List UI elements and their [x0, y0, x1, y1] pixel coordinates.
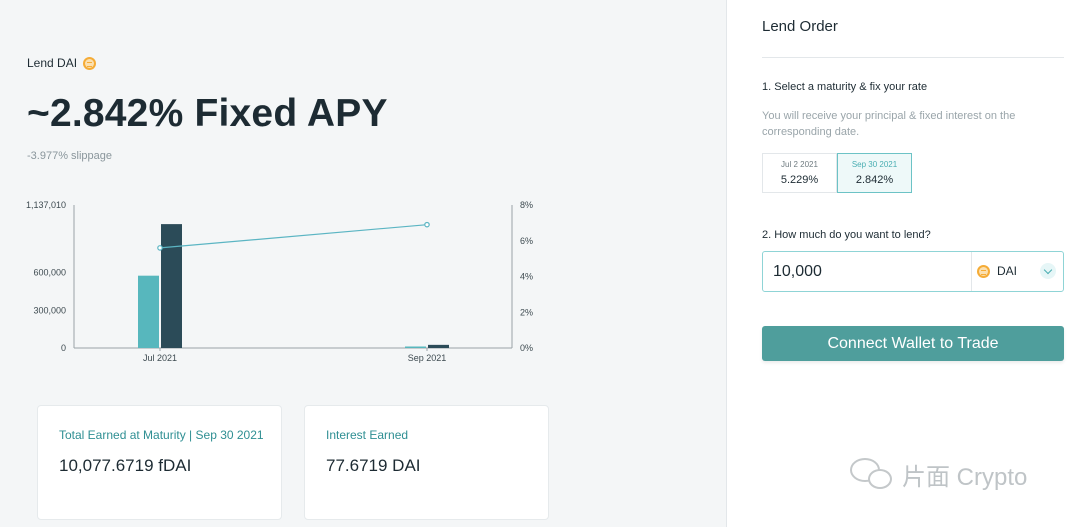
token-label: DAI	[997, 264, 1018, 278]
maturity-date: Sep 30 2021	[851, 160, 898, 169]
wechat-icon	[850, 457, 894, 492]
dai-coin-icon	[977, 264, 990, 278]
bar	[138, 275, 159, 348]
right-tick-label: 0%	[520, 343, 533, 353]
watermark-text: 片面 Crypto	[902, 464, 1028, 491]
maturity-date: Jul 2 2021	[781, 160, 818, 169]
left-tick-label: 0	[61, 343, 66, 353]
total-earned-card: Total Earned at Maturity | Sep 30 2021 1…	[37, 405, 282, 520]
yield-chart-svg: 1,137,010 600,000 300,000 0 8% 6% 4% 2% 0% Jul 20…	[26, 200, 533, 363]
apy-title: ~2.842% Fixed APY	[27, 92, 388, 135]
maturity-rate: 5.229%	[780, 174, 819, 186]
maturity-options: Jul 2 2021 5.229% Sep 30 2021 2.842%	[762, 153, 912, 193]
rate-point	[424, 221, 430, 228]
interest-earned-value: 77.6719 DAI	[326, 456, 421, 475]
left-tick-label: 1,137,010	[26, 200, 66, 210]
lend-asset-text: Lend DAI	[27, 56, 78, 70]
connect-wallet-button[interactable]: Connect Wallet to Trade	[762, 326, 1064, 361]
right-tick-label: 6%	[520, 236, 533, 246]
order-divider	[762, 57, 1064, 58]
step1-label: 1. Select a maturity & fix your rate	[762, 81, 928, 93]
left-tick-label: 600,000	[33, 268, 66, 278]
lend-asset-label: Lend DAI	[27, 56, 97, 70]
x-tick-label: Sep 2021	[408, 353, 447, 363]
bar	[405, 346, 426, 348]
maturity-option-jul[interactable]: Jul 2 2021 5.229%	[762, 153, 837, 193]
panel-divider	[726, 0, 727, 527]
total-earned-title: Total Earned at Maturity | Sep 30 2021	[59, 428, 264, 442]
interest-earned-card: Interest Earned 77.6719 DAI	[304, 405, 549, 520]
yield-chart: 1,137,010 600,000 300,000 0 8% 6% 4% 2% 0% Jul 20…	[0, 195, 560, 370]
bubble-small	[868, 468, 892, 489]
lend-order-title: Lend Order	[762, 18, 838, 35]
amount-separator	[971, 252, 972, 291]
maturity-option-sep[interactable]: Sep 30 2021 2.842%	[837, 153, 912, 193]
bar	[161, 224, 182, 348]
interest-earned-title: Interest Earned	[326, 428, 409, 442]
left-tick-label: 300,000	[33, 305, 66, 315]
total-earned-value: 10,077.6719 fDAI	[59, 456, 192, 475]
slippage-text: -3.977% slippage	[27, 150, 113, 162]
amount-input[interactable]	[763, 252, 971, 291]
x-tick-label: Jul 2021	[143, 353, 177, 363]
right-tick-label: 4%	[520, 272, 533, 282]
watermark: 片面 Crypto	[850, 457, 1027, 492]
bar	[428, 344, 449, 348]
chevron-down-icon[interactable]	[1040, 263, 1056, 279]
token-select[interactable]: DAI	[977, 264, 1017, 278]
amount-field: DAI	[762, 251, 1064, 292]
maturity-rate: 2.842%	[855, 174, 894, 186]
rate-point	[157, 245, 163, 251]
right-tick-label: 2%	[520, 307, 533, 317]
dai-coin-icon	[83, 56, 97, 70]
maturity-hint: You will receive your principal & fixed …	[762, 110, 1016, 138]
step2-label: 2. How much do you want to lend?	[762, 229, 931, 241]
rate-line	[159, 224, 428, 249]
right-tick-label: 8%	[520, 200, 533, 210]
